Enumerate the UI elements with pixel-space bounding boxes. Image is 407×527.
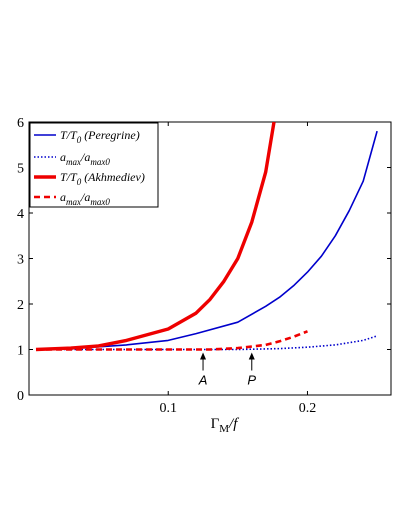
series-line-4 (36, 330, 308, 351)
legend-label-4: amax/amax0 (60, 190, 110, 207)
x-tick-label: 0.2 (299, 401, 317, 416)
series-line-3 (35, 122, 276, 352)
annotation-label: A (198, 373, 208, 388)
series-lines (35, 122, 378, 352)
annotation-arrowhead (248, 352, 255, 360)
x-axis-label-text: ΓM/f (211, 416, 240, 435)
y-tick-label: 1 (17, 344, 24, 359)
y-tick-label: 3 (17, 253, 24, 268)
legend-label-1: T/T0 (Peregrine) (60, 128, 140, 145)
annotation-arrowhead (200, 352, 207, 360)
y-tick-label: 0 (17, 389, 24, 404)
x-tick-label: 0.1 (159, 401, 177, 416)
legend-box (29, 122, 159, 208)
legend: T/T0 (Peregrine) amax/amax0 T/T0 (Akhmedie… (29, 122, 159, 208)
y-tick-label: 4 (17, 207, 24, 222)
series-line-1 (35, 130, 378, 351)
axis-ticks: 0 1 2 3 4 5 6 0.1 0.2 (17, 116, 391, 416)
y-tick-label: 5 (17, 162, 24, 177)
y-tick-label: 2 (17, 298, 24, 313)
legend-label-2: amax/amax0 (60, 150, 110, 167)
legend-label-3: T/T0 (Akhmediev) (60, 170, 145, 187)
x-axis-label: ΓM/f (211, 416, 240, 435)
annotation-label: P (247, 373, 256, 388)
y-tick-label: 6 (17, 116, 24, 131)
